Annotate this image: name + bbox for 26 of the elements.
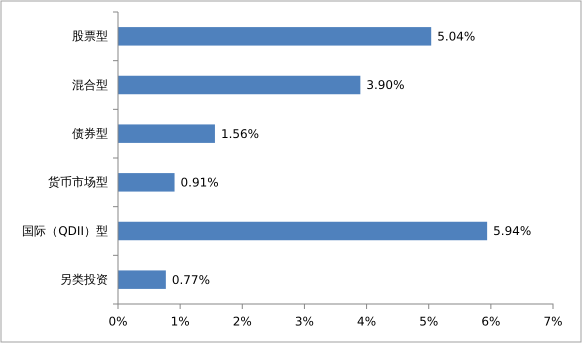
- x-tick-label: 1%: [170, 314, 190, 329]
- bar: [118, 27, 432, 46]
- x-tick-label: 0%: [108, 314, 128, 329]
- y-tick-label: 股票型: [72, 29, 108, 44]
- x-tick-label: 6%: [481, 314, 500, 329]
- bar: [118, 222, 488, 240]
- bar: [118, 173, 175, 192]
- bar: [118, 270, 166, 289]
- data-label: 5.04%: [437, 30, 476, 44]
- y-tick-label: 另类投资: [60, 272, 108, 287]
- bar: [118, 124, 215, 143]
- data-label: 0.77%: [172, 272, 210, 287]
- x-tick-label: 5%: [419, 314, 438, 329]
- x-tick-label: 4%: [357, 314, 376, 329]
- y-tick-label: 混合型: [72, 78, 108, 92]
- y-tick-label: 债券型: [72, 126, 108, 141]
- x-tick-label: 2%: [232, 314, 252, 329]
- data-label: 1.56%: [220, 126, 260, 141]
- data-label: 0.91%: [180, 176, 219, 190]
- y-tick-label: 货币市场型: [48, 175, 108, 190]
- x-tick-label: 3%: [294, 314, 314, 329]
- data-label: 5.94%: [493, 224, 532, 238]
- bar: [118, 76, 360, 94]
- y-tick-label: 国际（QDII）型: [22, 224, 108, 238]
- x-tick-label: 7%: [543, 314, 563, 329]
- data-label: 3.90%: [366, 78, 404, 92]
